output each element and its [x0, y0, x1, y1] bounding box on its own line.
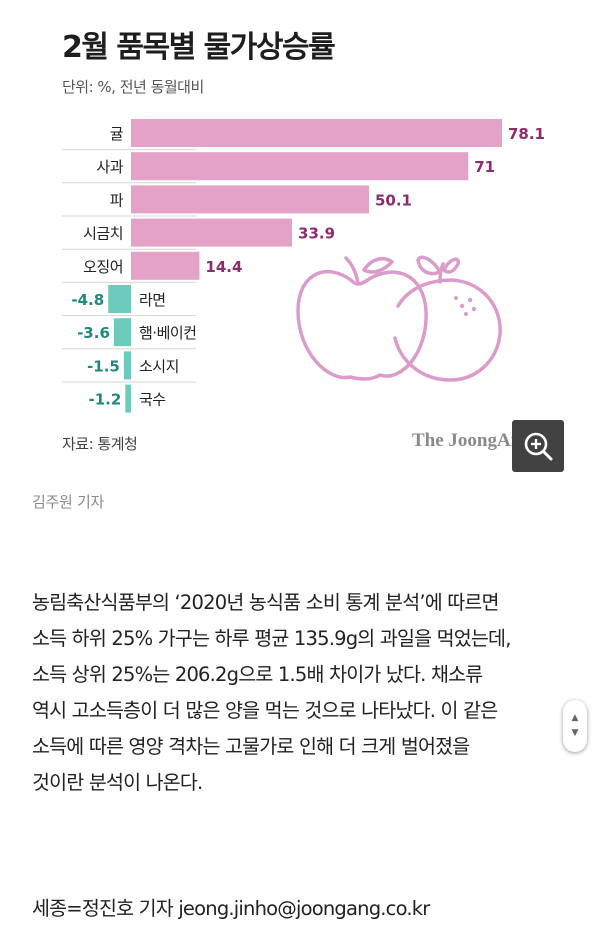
bar-7 [123, 351, 131, 380]
bar-4 [131, 251, 200, 280]
bar-8 [125, 384, 131, 413]
category-label: 오징어 [83, 258, 123, 276]
value-label: 78.1 [508, 125, 545, 143]
article-line: 것이란 분석이 나온다. [32, 771, 203, 794]
chevron-up-icon[interactable]: ▲ [571, 713, 579, 723]
chart-title: 2월 품목별 물가상승률 [62, 30, 336, 65]
value-label: -4.8 [71, 291, 104, 309]
bar-6 [113, 318, 131, 347]
orange-body-icon [393, 278, 502, 382]
bar-0 [131, 119, 502, 147]
apple-stem-icon [344, 256, 360, 285]
chart-source: 자료: 통계청 [62, 435, 138, 453]
value-labels: 78.1 71 50.1 33.9 14.4 -4.8 -3.6 -1.5 -1.2 [71, 125, 545, 409]
article-body: 농림축산식품부의 ‘2020년 농식품 소비 통계 분석’에 따르면 소득 하위… [32, 585, 577, 801]
chevron-down-icon[interactable]: ▼ [571, 728, 579, 738]
value-label: 14.4 [205, 258, 242, 276]
value-label: 33.9 [298, 225, 335, 243]
category-label: 사과 [96, 158, 123, 176]
category-label: 소시지 [139, 357, 179, 375]
article-line: 농림축산식품부의 ‘2020년 농식품 소비 통계 분석’에 따르면 [32, 591, 500, 614]
category-label: 파 [110, 191, 124, 209]
apple-leaf-icon [362, 256, 394, 274]
apple-body-icon [296, 270, 428, 381]
article-line: 소득에 따른 영양 격차는 고물가로 인해 더 크게 벌어졌을 [32, 735, 470, 758]
article-byline: 세종=정진호 기자 jeong.jinho@joongang.co.kr [32, 897, 430, 920]
category-label: 시금치 [83, 225, 123, 243]
bar-3 [131, 218, 293, 247]
value-label: -3.6 [77, 324, 110, 342]
bar-marks [108, 119, 502, 413]
category-label: 귤 [110, 125, 124, 143]
value-label: 71 [474, 158, 495, 176]
article-line: 소득 상위 25%는 206.2g으로 1.5배 차이가 났다. 채소류 [32, 663, 483, 686]
value-label: -1.2 [88, 391, 121, 409]
article-line: 소득 하위 25% 가구는 하루 평균 135.9g의 과일을 먹었는데, [32, 627, 511, 650]
photo-caption: 김주원 기자 [32, 493, 104, 511]
scroll-control[interactable]: ▲ ▼ [563, 700, 587, 752]
bar-2 [131, 185, 369, 214]
zoom-in-icon [524, 432, 553, 461]
row-separators [62, 149, 196, 383]
zoom-button[interactable] [512, 420, 564, 472]
value-label: -1.5 [87, 357, 120, 375]
category-label: 햄·베이컨 [139, 324, 196, 342]
article-line: 역시 고소득층이 더 많은 양을 먹는 것으로 나타났다. 이 같은 [32, 699, 498, 722]
value-label: 50.1 [375, 191, 412, 209]
orange-peel-dots [454, 296, 477, 316]
bar-5 [108, 285, 131, 313]
publisher-logo: The JoongAng [412, 430, 512, 451]
orange-leaf-icon [442, 257, 460, 274]
category-label: 국수 [139, 391, 166, 409]
bar-1 [131, 152, 469, 181]
orange-leaf-icon [416, 255, 442, 276]
apple-orange-illustration [296, 255, 502, 382]
category-label: 라면 [139, 291, 166, 309]
chart-unit-note: 단위: %, 전년 동월대비 [62, 78, 204, 96]
